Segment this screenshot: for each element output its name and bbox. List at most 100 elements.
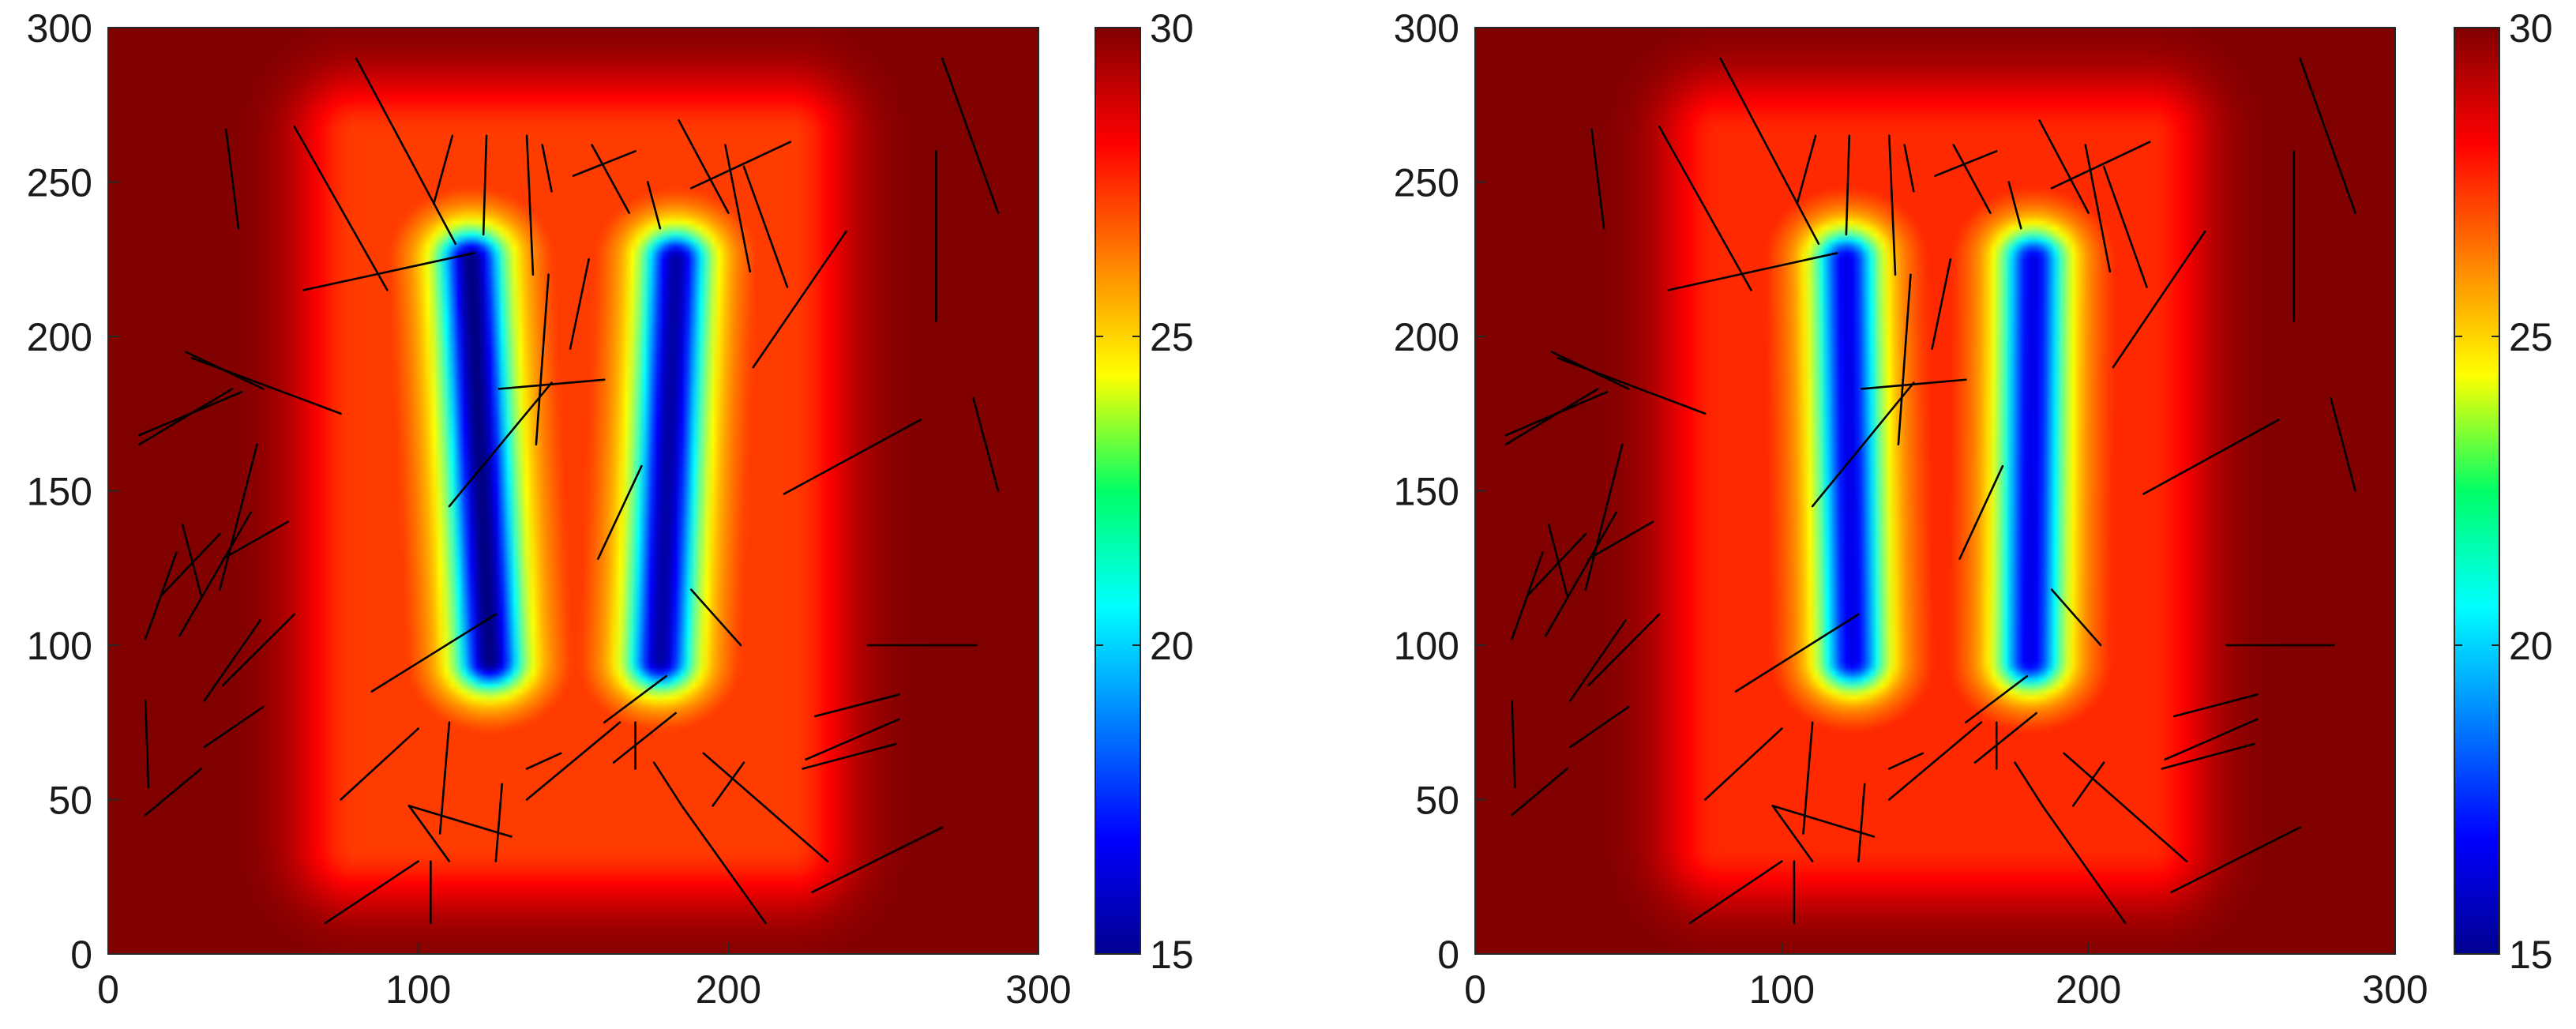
fracture-line xyxy=(572,150,636,177)
fracture-line xyxy=(2050,141,2151,190)
fracture-line xyxy=(1934,150,1998,177)
y-tick-label: 150 xyxy=(1394,470,1459,514)
fracture-line xyxy=(203,619,261,702)
fracture-line xyxy=(2173,693,2259,718)
fracture-line xyxy=(1952,144,1992,214)
colorbar-tick-label: 15 xyxy=(2509,933,2553,977)
fracture-line xyxy=(1569,705,1630,749)
y-tick-label: 200 xyxy=(27,315,92,359)
fracture-line xyxy=(1569,619,1627,702)
fracture-line xyxy=(569,257,590,350)
y-tick-label: 50 xyxy=(1415,779,1459,823)
fracture-line xyxy=(1504,388,1599,446)
fracture-line xyxy=(2084,144,2112,273)
x-tick-label: 100 xyxy=(1749,967,1815,1012)
heatmap-image xyxy=(1475,28,2395,954)
fracture-line xyxy=(1887,721,1983,801)
fracture-line xyxy=(805,718,900,760)
y-tick-label: 200 xyxy=(1394,315,1459,359)
x-tick-label: 0 xyxy=(97,967,119,1012)
fracture-line xyxy=(689,588,742,647)
y-tick-label: 50 xyxy=(48,779,92,823)
colorbar-tick-label: 30 xyxy=(2509,6,2553,51)
fracture-line xyxy=(160,532,221,597)
x-tick-label: 100 xyxy=(385,967,451,1012)
fracture-line xyxy=(1511,700,1516,789)
x-tick-label: 300 xyxy=(1005,967,1071,1012)
fracture-line xyxy=(219,443,258,591)
y-tick-label: 250 xyxy=(1394,161,1459,205)
fracture-line xyxy=(2161,742,2255,770)
fracture-line xyxy=(2007,181,2022,230)
colorbar-tick-label: 20 xyxy=(1150,624,1194,668)
fracture-line xyxy=(525,721,621,801)
fracture-line xyxy=(2102,165,2148,288)
fracture-line xyxy=(1584,443,1624,591)
y-tick-label: 150 xyxy=(27,470,92,514)
fracture-line xyxy=(355,57,457,246)
colorbar-tick-label: 25 xyxy=(1150,315,1194,359)
fracture-line xyxy=(2063,752,2188,862)
fracture-line xyxy=(2014,761,2044,807)
fracture-line xyxy=(144,768,203,817)
fracture-line xyxy=(535,273,550,446)
fracture-line xyxy=(2164,718,2259,760)
fracture-line xyxy=(190,357,342,415)
fracture-line xyxy=(1587,613,1661,687)
x-tick-label: 200 xyxy=(696,967,761,1012)
fracture-line xyxy=(2170,826,2301,894)
colorbar-tick-label: 25 xyxy=(2509,315,2553,359)
x-tick-label: 0 xyxy=(1464,967,1486,1012)
x-tick-label: 200 xyxy=(2056,967,2121,1012)
fracture-line xyxy=(678,119,730,214)
fracture-line xyxy=(1887,134,1897,276)
fracture-line xyxy=(1857,783,1866,862)
fracture-line xyxy=(1861,378,1967,390)
fracture-line xyxy=(1556,357,1707,415)
fracture-line xyxy=(181,524,203,597)
fracture-line xyxy=(1802,721,1814,835)
fracture-line xyxy=(221,520,290,560)
fracture-line xyxy=(438,721,451,835)
fracture-line xyxy=(2071,761,2105,807)
fracture-line xyxy=(1526,532,1587,597)
fracture-line xyxy=(224,128,240,230)
colorbar xyxy=(1095,27,1141,955)
fracture-line xyxy=(689,141,792,190)
fracture-line xyxy=(2050,588,2102,647)
fracture-line xyxy=(498,378,606,390)
fracture-line xyxy=(597,464,643,560)
fracture-line xyxy=(1771,805,1876,838)
fracture-line xyxy=(494,783,503,862)
fracture-line xyxy=(370,613,498,693)
fracture-line xyxy=(752,230,847,369)
fracture-line xyxy=(1903,144,1915,193)
fracture-line xyxy=(2038,119,2090,214)
panel-2: 0 100 200 300 0 50 100 150 200 250 300 15 20 25 30 xyxy=(1394,6,2553,1012)
fracture-line xyxy=(1887,752,1924,770)
fracture-line xyxy=(2041,805,2127,925)
fracture-line xyxy=(1734,613,1860,693)
fracture-line xyxy=(1796,134,1817,205)
fracture-line xyxy=(1965,674,2029,724)
colorbar-tick-label: 30 xyxy=(1150,6,1194,51)
colorbar xyxy=(2454,27,2500,955)
fracture-line xyxy=(1845,134,1851,236)
heatmap-image xyxy=(108,28,1038,954)
fracture-line xyxy=(783,419,922,495)
fracture-line xyxy=(1703,727,1783,801)
fracture-line xyxy=(407,805,513,838)
fracture-line xyxy=(1587,520,1654,560)
fracture-line xyxy=(482,134,488,236)
fracture-line xyxy=(1811,381,1915,508)
fracture-line xyxy=(941,57,1000,214)
fracture-line xyxy=(1511,768,1568,817)
fracture-line xyxy=(525,752,562,770)
y-tick-label: 0 xyxy=(70,933,92,977)
fracture-line xyxy=(646,181,662,230)
y-tick-label: 100 xyxy=(1394,624,1459,668)
y-tick-label: 300 xyxy=(27,6,92,51)
fracture-line xyxy=(712,761,745,807)
fracture-lines xyxy=(137,57,1000,925)
